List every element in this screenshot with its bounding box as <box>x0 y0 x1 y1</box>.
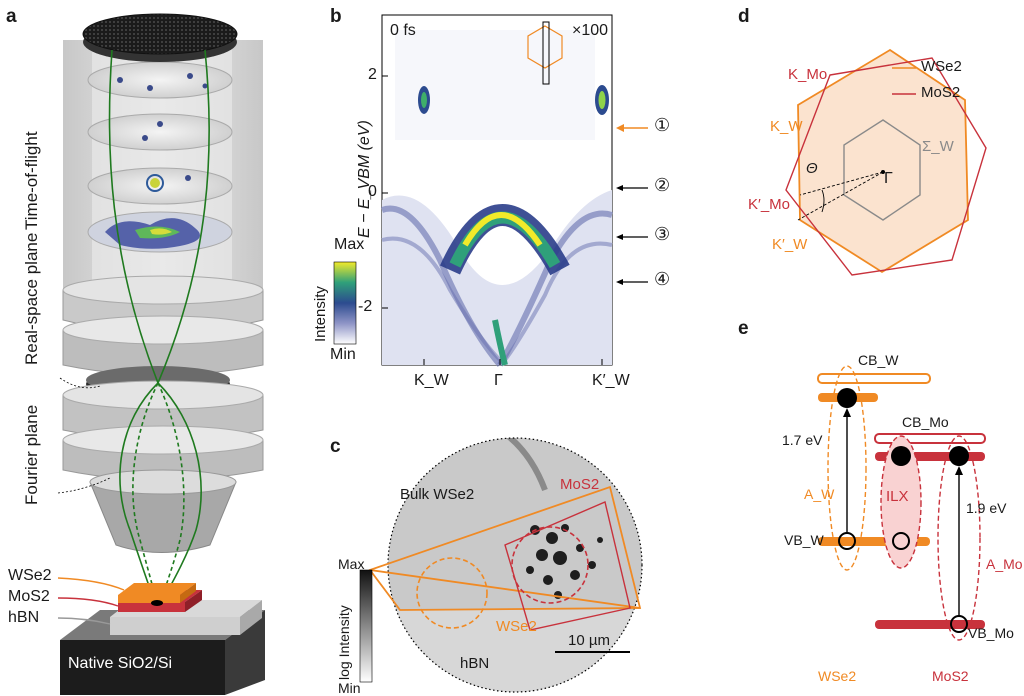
marker-3: ③ <box>654 224 671 244</box>
real-space-plane-text: Real-space plane <box>22 232 41 365</box>
time-label: 0 fs <box>390 22 416 39</box>
colorbar-c-title: log Intensity <box>336 572 356 680</box>
layer-wse2-label: WSe2 <box>8 567 52 584</box>
colorbar-b-title-text: Intensity <box>312 286 329 342</box>
fourier-plane-label: Fourier plane <box>22 390 46 505</box>
label-vb-w: VB_W <box>784 532 824 548</box>
inset-bz-hexagon <box>527 25 563 69</box>
hole-w <box>838 532 856 550</box>
field-of-view <box>387 437 643 693</box>
mos2-label-c: MoS2 <box>560 476 600 493</box>
scalebar-label: 10 µm <box>568 632 610 649</box>
label-cb-w: CB_W <box>858 352 899 368</box>
legend-mos2: MoS2 <box>921 84 961 101</box>
colorbar-c-max: Max <box>338 556 365 572</box>
excited-state-noise <box>395 30 595 140</box>
sigma-hexagon <box>843 119 921 221</box>
label-k-w: K_W <box>770 118 803 135</box>
ilx-exciton <box>880 435 922 569</box>
label-vb-mo: VB_Mo <box>968 625 1014 641</box>
y-tick-2: 2 <box>368 66 377 83</box>
panel-letter-e: e <box>738 318 749 339</box>
label-ilx: ILX <box>886 488 909 505</box>
label-theta: Θ <box>806 160 818 177</box>
colorbar-b-title: Intensity <box>312 262 332 342</box>
panel-c-peem <box>359 437 643 693</box>
label-a-w: A_W <box>804 486 835 502</box>
y-tick-m2: -2 <box>358 298 373 315</box>
wse2-aperture <box>416 557 488 629</box>
scale-factor-label: ×100 <box>572 22 609 39</box>
mos2-aperture <box>511 526 589 604</box>
panel-d-bz <box>785 48 987 276</box>
panel-a-microscope <box>57 13 265 695</box>
colorbar-c-min: Min <box>338 680 361 696</box>
panel-letter-b: b <box>330 6 342 27</box>
panel-letter-c: c <box>330 436 341 457</box>
panel-letter-d: d <box>738 6 750 27</box>
colorbar-b-min: Min <box>330 346 356 363</box>
inset-cut-box <box>542 21 550 85</box>
label-mos2-e: MoS2 <box>932 668 969 684</box>
panel-b-arpes <box>333 14 648 367</box>
substrate-label: Native SiO2/Si <box>68 655 173 672</box>
tof-detector-images <box>87 61 233 253</box>
label-gamma: Γ <box>884 170 893 187</box>
label-cb-mo: CB_Mo <box>902 414 949 430</box>
wse2-bz <box>797 48 969 274</box>
bulk-wse2-label: Bulk WSe2 <box>400 486 475 503</box>
layer-hbn-label: hBN <box>8 609 40 626</box>
x-tick-kw: K_W <box>414 372 449 389</box>
tof-label: Time-of-flight <box>22 60 46 230</box>
y-axis-title-text: E − E_VBM (eV) <box>356 120 373 238</box>
electron-mo <box>949 446 969 466</box>
colorbar-c <box>359 569 373 683</box>
x-tick-kpw: K′_W <box>592 372 630 389</box>
colorbar-c-title-text: log Intensity <box>336 605 352 680</box>
cb-w-level <box>817 373 931 384</box>
y-axis-title: E − E_VBM (eV) <box>356 68 376 238</box>
y-tick-0: 0 <box>368 183 377 200</box>
valence-bands <box>380 190 613 367</box>
legend-wse2: WSe2 <box>921 58 962 75</box>
label-k-mo: K_Mo <box>788 66 828 83</box>
panel-letter-a: a <box>6 6 17 27</box>
mos2-bz <box>785 57 987 276</box>
sample-stack <box>60 583 265 695</box>
panel-e-levels <box>817 365 986 641</box>
vb-mo-level <box>875 620 985 629</box>
marker-2: ② <box>654 175 671 195</box>
a-mo-exciton <box>937 435 981 641</box>
hbn-label-c: hBN <box>460 655 490 672</box>
energy-1p7: 1.7 eV <box>782 432 823 448</box>
label-wse2-e: WSe2 <box>818 668 857 684</box>
x-tick-gamma: Γ <box>494 372 503 389</box>
real-space-plane-label: Real-space plane <box>22 215 46 365</box>
a-w-exciton <box>827 365 867 571</box>
hole-ilx <box>892 532 910 550</box>
layer-mos2-label: MoS2 <box>8 588 50 605</box>
mos2-outline <box>504 501 631 631</box>
electron-ilx <box>891 446 911 466</box>
lens-stack <box>62 275 264 553</box>
fourier-plane-text: Fourier plane <box>22 404 41 505</box>
label-a-mo: A_Mo <box>986 556 1023 572</box>
marker-4: ④ <box>654 269 671 289</box>
wse2-label-c: WSe2 <box>496 618 537 635</box>
label-kp-w: K′_W <box>772 236 808 253</box>
label-sigma-w: Σ_W <box>922 138 954 155</box>
colorbar-b-max: Max <box>334 236 365 253</box>
electron-w <box>837 388 857 408</box>
energy-1p9: 1.9 eV <box>966 500 1007 516</box>
colorbar-b <box>333 261 357 345</box>
mcp-detector <box>82 13 238 55</box>
cb-mo-level <box>874 433 986 444</box>
hole-mo <box>950 615 968 633</box>
marker-1: ① <box>654 115 671 135</box>
label-kp-mo: K′_Mo <box>748 196 790 213</box>
